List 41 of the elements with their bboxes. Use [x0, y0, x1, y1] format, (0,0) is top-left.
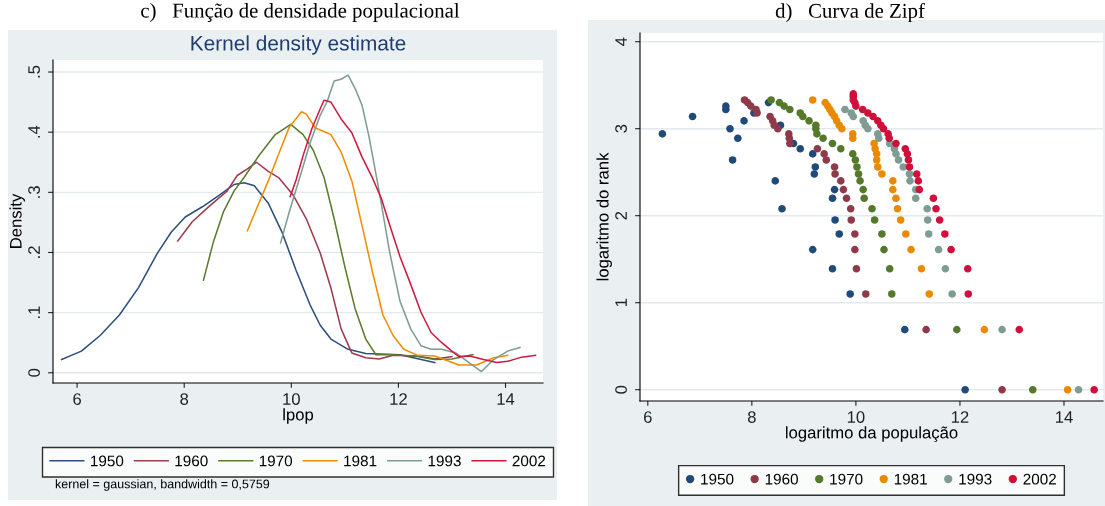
- legend-label: 1981: [344, 455, 377, 467]
- legend-label: 1993: [428, 455, 461, 467]
- chart-subtitle: Kernel density estimate: [191, 35, 406, 55]
- y-tick-label: 0: [615, 385, 627, 394]
- chart-title: c) Função de densidade populacional: [141, 3, 460, 22]
- chart-title: d) Curva de Zipf: [775, 3, 925, 23]
- x-tick-label: 6: [644, 411, 652, 423]
- y-tick-label: 0: [28, 368, 40, 377]
- y-tick-label: 4: [615, 37, 627, 46]
- y-tick-label: 1: [615, 298, 627, 307]
- x-tick-label: 10: [847, 411, 865, 423]
- legend-label: 1981: [894, 473, 927, 485]
- y-axis-title: logaritmo do rank: [596, 152, 612, 281]
- legend-label: 1970: [830, 473, 863, 485]
- x-tick-label: 14: [1055, 411, 1073, 423]
- legend-label: 1950: [91, 455, 124, 467]
- x-axis-title: logaritmo da população: [786, 426, 958, 442]
- x-axis-title: lpop: [283, 408, 314, 424]
- legend-label: 1993: [959, 473, 992, 485]
- legend-label: 1960: [175, 455, 208, 467]
- x-tick-label: 12: [390, 393, 407, 405]
- legend-label: 2002: [1023, 473, 1056, 485]
- legend-label: 2002: [512, 455, 546, 467]
- legend-label: 1960: [765, 473, 798, 485]
- y-tick-label: .2: [28, 246, 40, 258]
- x-tick-label: 14: [497, 393, 515, 405]
- x-tick-label: 10: [283, 393, 300, 405]
- y-tick-label: .3: [28, 186, 40, 198]
- y-tick-label: .4: [28, 125, 40, 138]
- legend-label: 1970: [259, 455, 293, 467]
- x-tick-label: 8: [747, 411, 756, 423]
- x-tick-label: 12: [951, 411, 969, 423]
- y-tick-label: .5: [28, 65, 40, 78]
- x-tick-label: 8: [180, 393, 189, 405]
- legend-label: 1950: [701, 473, 734, 485]
- y-tick-label: 3: [615, 124, 627, 133]
- y-tick-label: .1: [28, 306, 40, 319]
- y-axis-title: Density: [9, 193, 25, 248]
- y-tick-label: 2: [615, 211, 627, 220]
- text: kernel = gaussian, bandwidth = 0,5759: [55, 479, 270, 491]
- x-tick-label: 6: [73, 393, 81, 405]
